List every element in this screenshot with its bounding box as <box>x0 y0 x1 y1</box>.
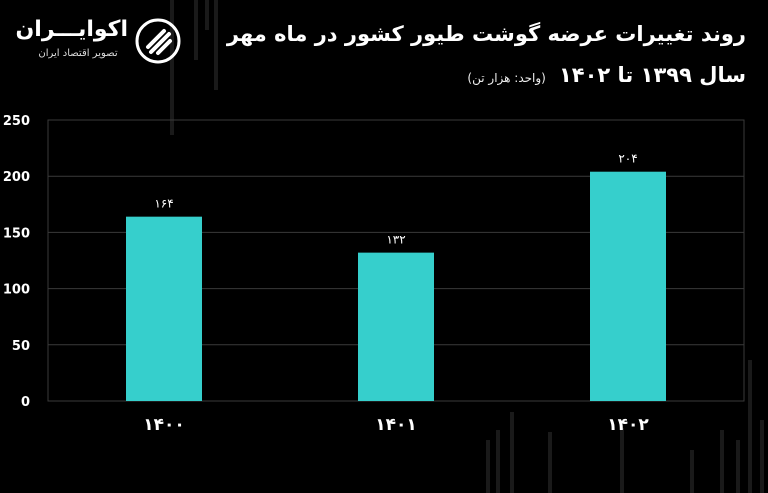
bar-value-label: ۱۳۲ <box>386 233 405 247</box>
chart-subtitle-row: سال ۱۳۹۹ تا ۱۴۰۲ (واحد: هزار تن) <box>467 60 746 93</box>
y-axis-ticks: 0 50 100 150 200 250 <box>3 114 30 410</box>
chart-title: روند تغییرات عرضه گوشت طیور کشور در ماه … <box>226 22 746 46</box>
bar <box>126 216 202 401</box>
bars <box>126 171 666 401</box>
y-tick-label: 250 <box>3 114 30 129</box>
brand-logo: اکوایـــران تصویر اقتصاد ایران <box>15 17 188 67</box>
bar <box>590 171 666 401</box>
unit-note: (واحد: هزار تن) <box>467 71 546 85</box>
x-tick-label: ۱۴۰۱ <box>375 415 417 435</box>
y-tick-label: 200 <box>3 170 30 185</box>
brand-tagline: تصویر اقتصاد ایران <box>38 48 118 59</box>
x-tick-label: ۱۴۰۰ <box>143 415 185 435</box>
y-tick-label: 150 <box>3 226 30 241</box>
value-labels: ۱۶۴ ۱۳۲ ۲۰۴ <box>154 152 637 247</box>
x-tick-label: ۱۴۰۲ <box>607 415 649 435</box>
chart-subtitle: سال ۱۳۹۹ تا ۱۴۰۲ <box>558 63 746 87</box>
y-tick-label: 0 <box>21 395 30 410</box>
ecoiran-logo-mark-icon <box>135 18 181 64</box>
bar-value-label: ۲۰۴ <box>618 152 637 166</box>
x-axis-ticks: ۱۴۰۰ ۱۴۰۱ ۱۴۰۲ <box>143 415 649 435</box>
y-tick-label: 100 <box>3 283 30 298</box>
bar-value-label: ۱۶۴ <box>154 197 173 211</box>
y-tick-label: 50 <box>12 339 30 354</box>
brand-name: اکوایـــران <box>15 17 129 42</box>
bar <box>358 252 434 401</box>
